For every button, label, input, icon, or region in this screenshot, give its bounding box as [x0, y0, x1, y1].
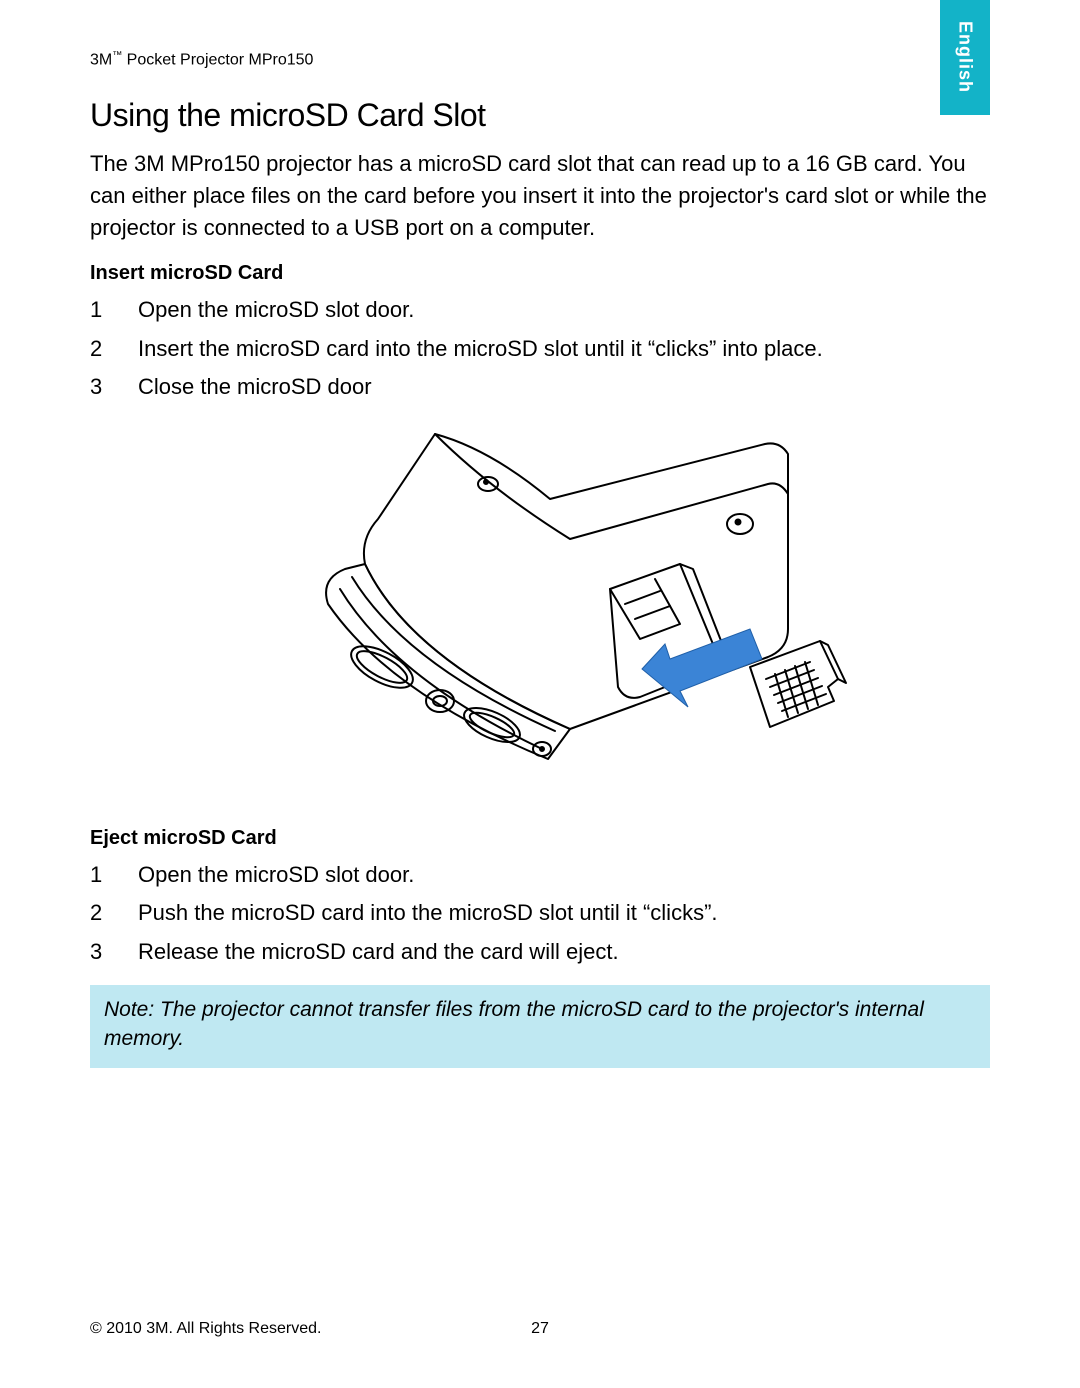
projector-microsd-illustration: [210, 419, 870, 809]
eject-heading: Eject microSD Card: [90, 827, 990, 850]
section-title: Using the microSD Card Slot: [90, 97, 990, 134]
insert-steps: 1 Open the microSD slot door. 2 Insert t…: [90, 291, 990, 407]
step-text: Insert the microSD card into the microSD…: [138, 330, 823, 369]
step-text: Open the microSD slot door.: [138, 291, 414, 330]
step-number: 1: [90, 856, 138, 895]
page-number: 27: [531, 1320, 549, 1338]
step-number: 2: [90, 894, 138, 933]
step-number: 3: [90, 368, 138, 407]
step-text: Close the microSD door: [138, 368, 372, 407]
list-item: 2 Push the microSD card into the microSD…: [90, 894, 990, 933]
list-item: 3 Release the microSD card and the card …: [90, 933, 990, 972]
page-footer: © 2010 3M. All Rights Reserved. 27: [90, 1320, 990, 1338]
header-prefix: 3M: [90, 51, 112, 68]
list-item: 2 Insert the microSD card into the micro…: [90, 330, 990, 369]
intro-paragraph: The 3M MPro150 projector has a microSD c…: [90, 148, 990, 244]
language-tab: English: [940, 0, 990, 115]
list-item: 3 Close the microSD door: [90, 368, 990, 407]
step-text: Push the microSD card into the microSD s…: [138, 894, 718, 933]
step-text: Open the microSD slot door.: [138, 856, 414, 895]
header-rest: Pocket Projector MPro150: [122, 51, 313, 68]
language-label: English: [955, 21, 976, 93]
insert-heading: Insert microSD Card: [90, 262, 990, 285]
step-number: 3: [90, 933, 138, 972]
tm-mark: ™: [112, 50, 122, 61]
illustration-container: [90, 419, 990, 809]
manual-page: English 3M™ Pocket Projector MPro150 Usi…: [0, 0, 1080, 1388]
step-text: Release the microSD card and the card wi…: [138, 933, 619, 972]
list-item: 1 Open the microSD slot door.: [90, 291, 990, 330]
running-header: 3M™ Pocket Projector MPro150: [90, 50, 990, 69]
eject-steps: 1 Open the microSD slot door. 2 Push the…: [90, 856, 990, 972]
step-number: 1: [90, 291, 138, 330]
note-box: Note: The projector cannot transfer file…: [90, 985, 990, 1068]
list-item: 1 Open the microSD slot door.: [90, 856, 990, 895]
step-number: 2: [90, 330, 138, 369]
